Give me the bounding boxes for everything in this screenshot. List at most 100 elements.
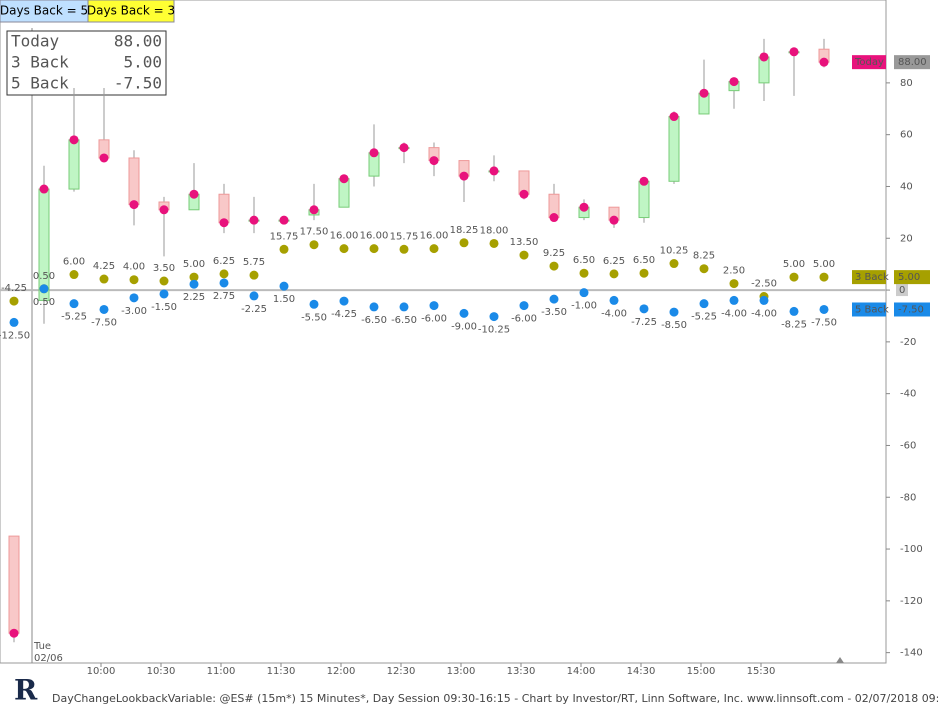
dot xyxy=(669,259,679,269)
x-tick-label: 12:00 xyxy=(327,666,356,677)
dot xyxy=(549,213,559,223)
dot xyxy=(399,244,409,254)
dot xyxy=(279,281,289,291)
value-label: -4.25 xyxy=(331,309,357,320)
value-label: -12.50 xyxy=(0,330,30,341)
dot xyxy=(369,148,379,158)
value-label: 15.75 xyxy=(270,231,299,242)
value-label: 2.25 xyxy=(183,292,205,303)
value-label: 17.50 xyxy=(300,227,329,238)
dot xyxy=(819,272,829,282)
value-label: -4.00 xyxy=(721,308,747,319)
dot xyxy=(579,202,589,212)
dot xyxy=(519,189,529,199)
plot-frame xyxy=(0,0,887,664)
candle-body xyxy=(38,188,50,301)
value-label: 4.00 xyxy=(123,262,145,273)
y-tick-label: 40 xyxy=(900,181,913,192)
button[interactable] xyxy=(87,0,175,23)
axis-flag-name: 3 Back xyxy=(855,272,889,283)
dot xyxy=(429,244,439,254)
value-label: -3.50 xyxy=(541,307,567,318)
value-label: 3.50 xyxy=(153,263,175,274)
svg-text:R: R xyxy=(14,674,38,706)
value-label: 0.50 xyxy=(33,297,55,308)
dot xyxy=(429,156,439,166)
dot xyxy=(9,296,19,306)
y-tick-label: -140 xyxy=(900,648,923,659)
dot xyxy=(729,77,739,87)
x-tick-label: 14:00 xyxy=(567,666,596,677)
y-tick-label: 20 xyxy=(900,233,913,244)
axis-flag xyxy=(852,55,886,70)
dot xyxy=(129,293,139,303)
dot xyxy=(339,174,349,184)
value-label: -5.50 xyxy=(301,312,327,323)
value-label: -2.50 xyxy=(751,279,777,290)
dot xyxy=(39,284,49,294)
x-tick-label: 13:00 xyxy=(447,666,476,677)
legend-name: 3 Back xyxy=(11,53,69,72)
dot xyxy=(489,166,499,176)
dot xyxy=(669,112,679,122)
value-label: 2.50 xyxy=(723,266,745,277)
dot xyxy=(69,270,79,280)
value-label: 16.00 xyxy=(420,231,449,242)
value-label: -6.50 xyxy=(361,315,387,326)
dot xyxy=(789,47,799,57)
dot xyxy=(459,171,469,181)
dot xyxy=(99,274,109,284)
value-label: -1.00 xyxy=(571,301,597,312)
dot xyxy=(339,244,349,254)
button-label[interactable]: Days Back = 5 xyxy=(0,4,88,18)
dot xyxy=(489,238,499,248)
value-label: 6.25 xyxy=(603,256,625,267)
x-tick-label: 12:30 xyxy=(387,666,416,677)
candle-body xyxy=(68,139,80,190)
value-label: -9.00 xyxy=(451,321,477,332)
dot xyxy=(519,250,529,260)
legend-value: 5.00 xyxy=(123,53,162,72)
dot xyxy=(69,299,79,309)
legend-value: 88.00 xyxy=(114,32,162,51)
axis-flag-value: 88.00 xyxy=(898,57,927,68)
dot xyxy=(699,88,709,98)
dot xyxy=(279,215,289,225)
dot xyxy=(759,295,769,305)
dot xyxy=(579,268,589,278)
dot xyxy=(459,308,469,318)
dot xyxy=(249,291,259,301)
dot xyxy=(429,301,439,311)
value-label: 6.25 xyxy=(213,256,235,267)
value-label: -5.25 xyxy=(61,312,87,323)
dot xyxy=(369,244,379,254)
value-label: 4.25 xyxy=(93,261,115,272)
dot xyxy=(129,200,139,210)
dot xyxy=(609,295,619,305)
button-label[interactable]: Days Back = 3 xyxy=(87,4,175,18)
dot xyxy=(789,272,799,282)
y-tick-label: -80 xyxy=(900,492,916,503)
y-tick-label: 60 xyxy=(900,130,913,141)
dot xyxy=(69,135,79,145)
value-label: -4.25 xyxy=(1,283,27,294)
value-label: -6.00 xyxy=(421,314,447,325)
value-label: -7.50 xyxy=(91,317,117,328)
value-label: 18.25 xyxy=(450,225,479,236)
legend-name: Today xyxy=(11,32,60,51)
candle-body xyxy=(8,535,20,634)
dot xyxy=(39,184,49,194)
value-label: -6.50 xyxy=(391,315,417,326)
value-label: -1.50 xyxy=(151,302,177,313)
dot xyxy=(159,205,169,215)
dot xyxy=(309,299,319,309)
candle-body xyxy=(638,180,650,219)
logo: R xyxy=(14,674,38,706)
y-tick-label: -40 xyxy=(900,389,916,400)
value-label: -7.25 xyxy=(631,317,657,328)
axis-flag xyxy=(894,270,930,285)
axis-flag xyxy=(852,302,886,317)
value-label: 16.00 xyxy=(360,231,389,242)
dot xyxy=(249,270,259,280)
